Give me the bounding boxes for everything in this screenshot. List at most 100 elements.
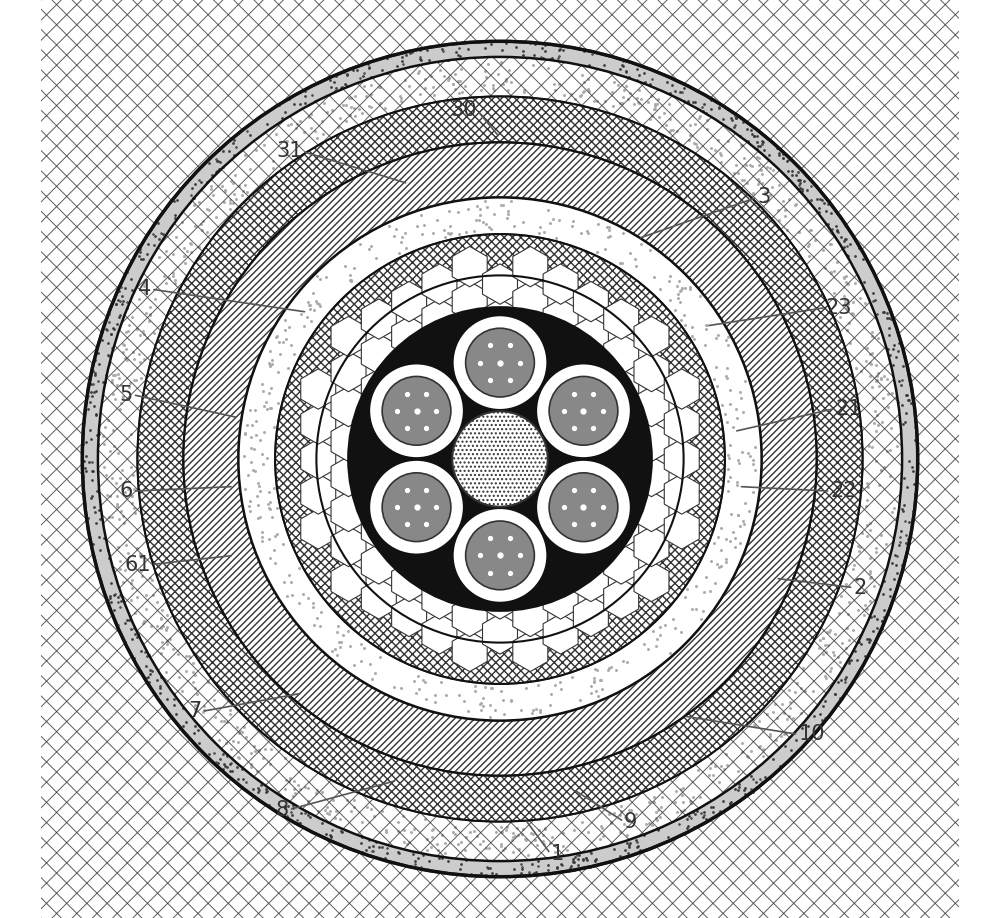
Point xyxy=(628,259,644,274)
Point xyxy=(664,78,680,93)
Point xyxy=(359,800,375,815)
Point xyxy=(850,539,866,554)
Point xyxy=(196,700,212,714)
Point xyxy=(187,719,203,733)
Point xyxy=(720,484,736,498)
Point xyxy=(258,782,274,797)
Point xyxy=(811,641,827,655)
Point xyxy=(633,92,649,106)
Point xyxy=(633,237,649,252)
Point xyxy=(630,839,646,854)
Point xyxy=(708,360,724,375)
Point xyxy=(228,192,244,207)
Point xyxy=(92,543,108,557)
Point xyxy=(578,850,594,865)
Point xyxy=(597,241,613,256)
Text: 9: 9 xyxy=(624,812,637,832)
Point xyxy=(303,314,319,329)
Point xyxy=(456,693,472,708)
Point xyxy=(159,608,175,622)
Point xyxy=(850,634,866,649)
Circle shape xyxy=(466,329,534,397)
Point xyxy=(440,854,456,868)
Point xyxy=(866,416,882,431)
Point xyxy=(718,746,734,761)
Point xyxy=(178,649,194,664)
Point xyxy=(243,430,259,444)
Point xyxy=(841,655,857,670)
Point xyxy=(725,420,741,434)
Point xyxy=(547,83,563,97)
Point xyxy=(771,146,787,161)
Point xyxy=(547,845,563,859)
Point xyxy=(636,637,652,652)
Point xyxy=(862,355,878,370)
Point xyxy=(819,711,835,725)
Point xyxy=(302,810,318,824)
Point xyxy=(97,588,113,603)
Point xyxy=(711,100,727,115)
Point xyxy=(894,502,910,517)
Point xyxy=(399,837,415,852)
Point xyxy=(467,678,483,693)
Point xyxy=(653,800,669,814)
Point xyxy=(908,432,924,447)
Point xyxy=(427,688,443,702)
Point xyxy=(281,91,297,106)
Point xyxy=(331,634,347,649)
Point xyxy=(372,96,388,111)
Point xyxy=(211,733,227,747)
Point xyxy=(648,811,664,825)
Point xyxy=(230,734,246,749)
Point xyxy=(852,290,868,305)
Point xyxy=(126,500,142,515)
Point xyxy=(875,587,891,601)
Point xyxy=(682,118,698,132)
Point xyxy=(129,590,145,605)
Point xyxy=(113,593,129,608)
Point xyxy=(153,669,169,684)
Point xyxy=(640,95,656,109)
Point xyxy=(713,521,729,536)
Point xyxy=(652,282,668,297)
Point xyxy=(615,90,631,105)
Point xyxy=(868,424,884,439)
Point xyxy=(427,694,443,709)
Point xyxy=(139,330,155,345)
Point xyxy=(285,800,301,815)
Point xyxy=(342,268,358,283)
Point xyxy=(515,44,531,59)
Point xyxy=(314,784,330,799)
Point xyxy=(887,318,903,332)
Point xyxy=(493,197,509,212)
Point xyxy=(905,504,921,519)
Point xyxy=(895,417,911,431)
Point xyxy=(600,230,616,244)
Point xyxy=(868,541,884,555)
Point xyxy=(830,675,846,689)
Point xyxy=(237,427,253,442)
Point xyxy=(580,226,596,241)
Point xyxy=(415,672,431,687)
Point xyxy=(96,531,112,545)
Point xyxy=(614,96,630,111)
Point xyxy=(115,390,131,405)
Point xyxy=(406,674,422,688)
Point xyxy=(268,330,284,345)
Point xyxy=(182,649,198,664)
Point xyxy=(140,236,156,251)
Point xyxy=(421,53,437,68)
Point xyxy=(229,759,245,774)
Point xyxy=(200,675,216,689)
Point xyxy=(807,232,823,247)
Point xyxy=(242,162,258,176)
Point xyxy=(403,824,419,839)
Point xyxy=(332,640,348,655)
Point xyxy=(167,273,183,287)
Point xyxy=(234,724,250,739)
Point xyxy=(698,318,714,332)
Point xyxy=(812,706,828,721)
Point xyxy=(191,194,207,208)
Point xyxy=(338,114,354,129)
Point xyxy=(667,794,683,809)
